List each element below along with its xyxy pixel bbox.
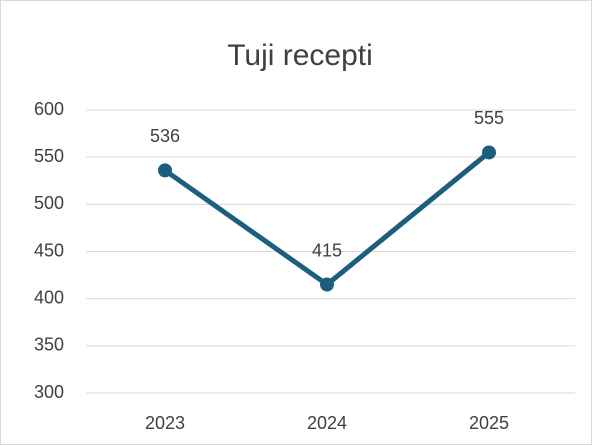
x-tick-label: 2024 — [307, 413, 347, 433]
y-tick-label: 300 — [34, 382, 64, 402]
data-label: 555 — [474, 108, 504, 128]
y-tick-label: 500 — [34, 193, 64, 213]
y-tick-label: 450 — [34, 240, 64, 260]
y-tick-label: 550 — [34, 146, 64, 166]
chart-title: Tuji recepti — [227, 39, 373, 72]
data-point — [482, 145, 496, 160]
data-label: 536 — [150, 126, 180, 146]
data-point — [158, 163, 172, 178]
x-tick-label: 2025 — [469, 413, 509, 433]
y-tick-label: 600 — [34, 99, 64, 119]
y-tick-label: 350 — [34, 335, 64, 355]
data-point — [320, 277, 334, 292]
data-label: 415 — [312, 240, 342, 260]
y-tick-label: 400 — [34, 287, 64, 307]
x-tick-label: 2023 — [145, 413, 185, 433]
